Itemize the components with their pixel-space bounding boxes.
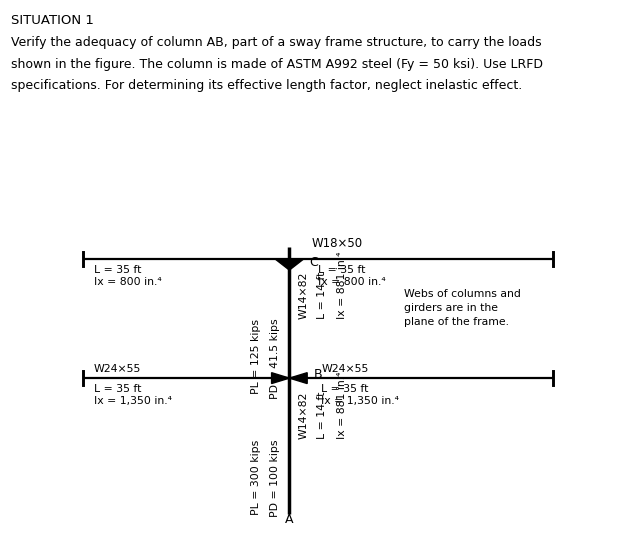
Text: Ix = 1,350 in.⁴: Ix = 1,350 in.⁴ — [321, 396, 399, 406]
Text: Ix = 881 in.⁴: Ix = 881 in.⁴ — [336, 251, 347, 319]
Text: Verify the adequacy of column AB, part of a sway frame structure, to carry the l: Verify the adequacy of column AB, part o… — [11, 36, 542, 49]
Polygon shape — [275, 259, 303, 270]
Text: Ix = 800 in.⁴: Ix = 800 in.⁴ — [318, 277, 386, 287]
Polygon shape — [272, 373, 289, 384]
Text: L = 35 ft: L = 35 ft — [321, 384, 368, 394]
Text: L = 35 ft: L = 35 ft — [318, 265, 365, 275]
Text: W14×82: W14×82 — [298, 392, 308, 439]
Text: W24×55: W24×55 — [321, 364, 368, 374]
Text: L = 14 ft: L = 14 ft — [317, 392, 328, 439]
Text: A: A — [285, 513, 294, 526]
Text: L = 35 ft: L = 35 ft — [94, 265, 141, 275]
Text: B: B — [314, 368, 322, 380]
Text: PD = 100 kips: PD = 100 kips — [270, 439, 280, 517]
Text: specifications. For determining its effective length factor, neglect inelastic e: specifications. For determining its effe… — [11, 79, 523, 93]
Text: PD = 41.5 kips: PD = 41.5 kips — [270, 319, 280, 399]
Text: Ix = 800 in.⁴: Ix = 800 in.⁴ — [94, 277, 162, 287]
Text: PL = 300 kips: PL = 300 kips — [251, 439, 261, 515]
Text: W14×82: W14×82 — [298, 271, 308, 319]
Text: PL = 125 kips: PL = 125 kips — [251, 319, 261, 393]
Text: L = 35 ft: L = 35 ft — [94, 384, 141, 394]
Text: W24×55: W24×55 — [94, 364, 141, 374]
Text: W18×50: W18×50 — [312, 237, 363, 250]
Text: C: C — [310, 256, 319, 269]
Text: SITUATION 1: SITUATION 1 — [11, 14, 94, 27]
Text: Ix = 1,350 in.⁴: Ix = 1,350 in.⁴ — [94, 396, 172, 406]
Text: Webs of columns and
girders are in the
plane of the frame.: Webs of columns and girders are in the p… — [404, 289, 521, 328]
Text: shown in the figure. The column is made of ASTM A992 steel (Fy = 50 ksi). Use LR: shown in the figure. The column is made … — [11, 58, 543, 71]
Text: L = 14 ft: L = 14 ft — [317, 271, 328, 319]
Text: Ix = 881 in.⁴: Ix = 881 in.⁴ — [336, 372, 347, 439]
Polygon shape — [289, 373, 307, 384]
